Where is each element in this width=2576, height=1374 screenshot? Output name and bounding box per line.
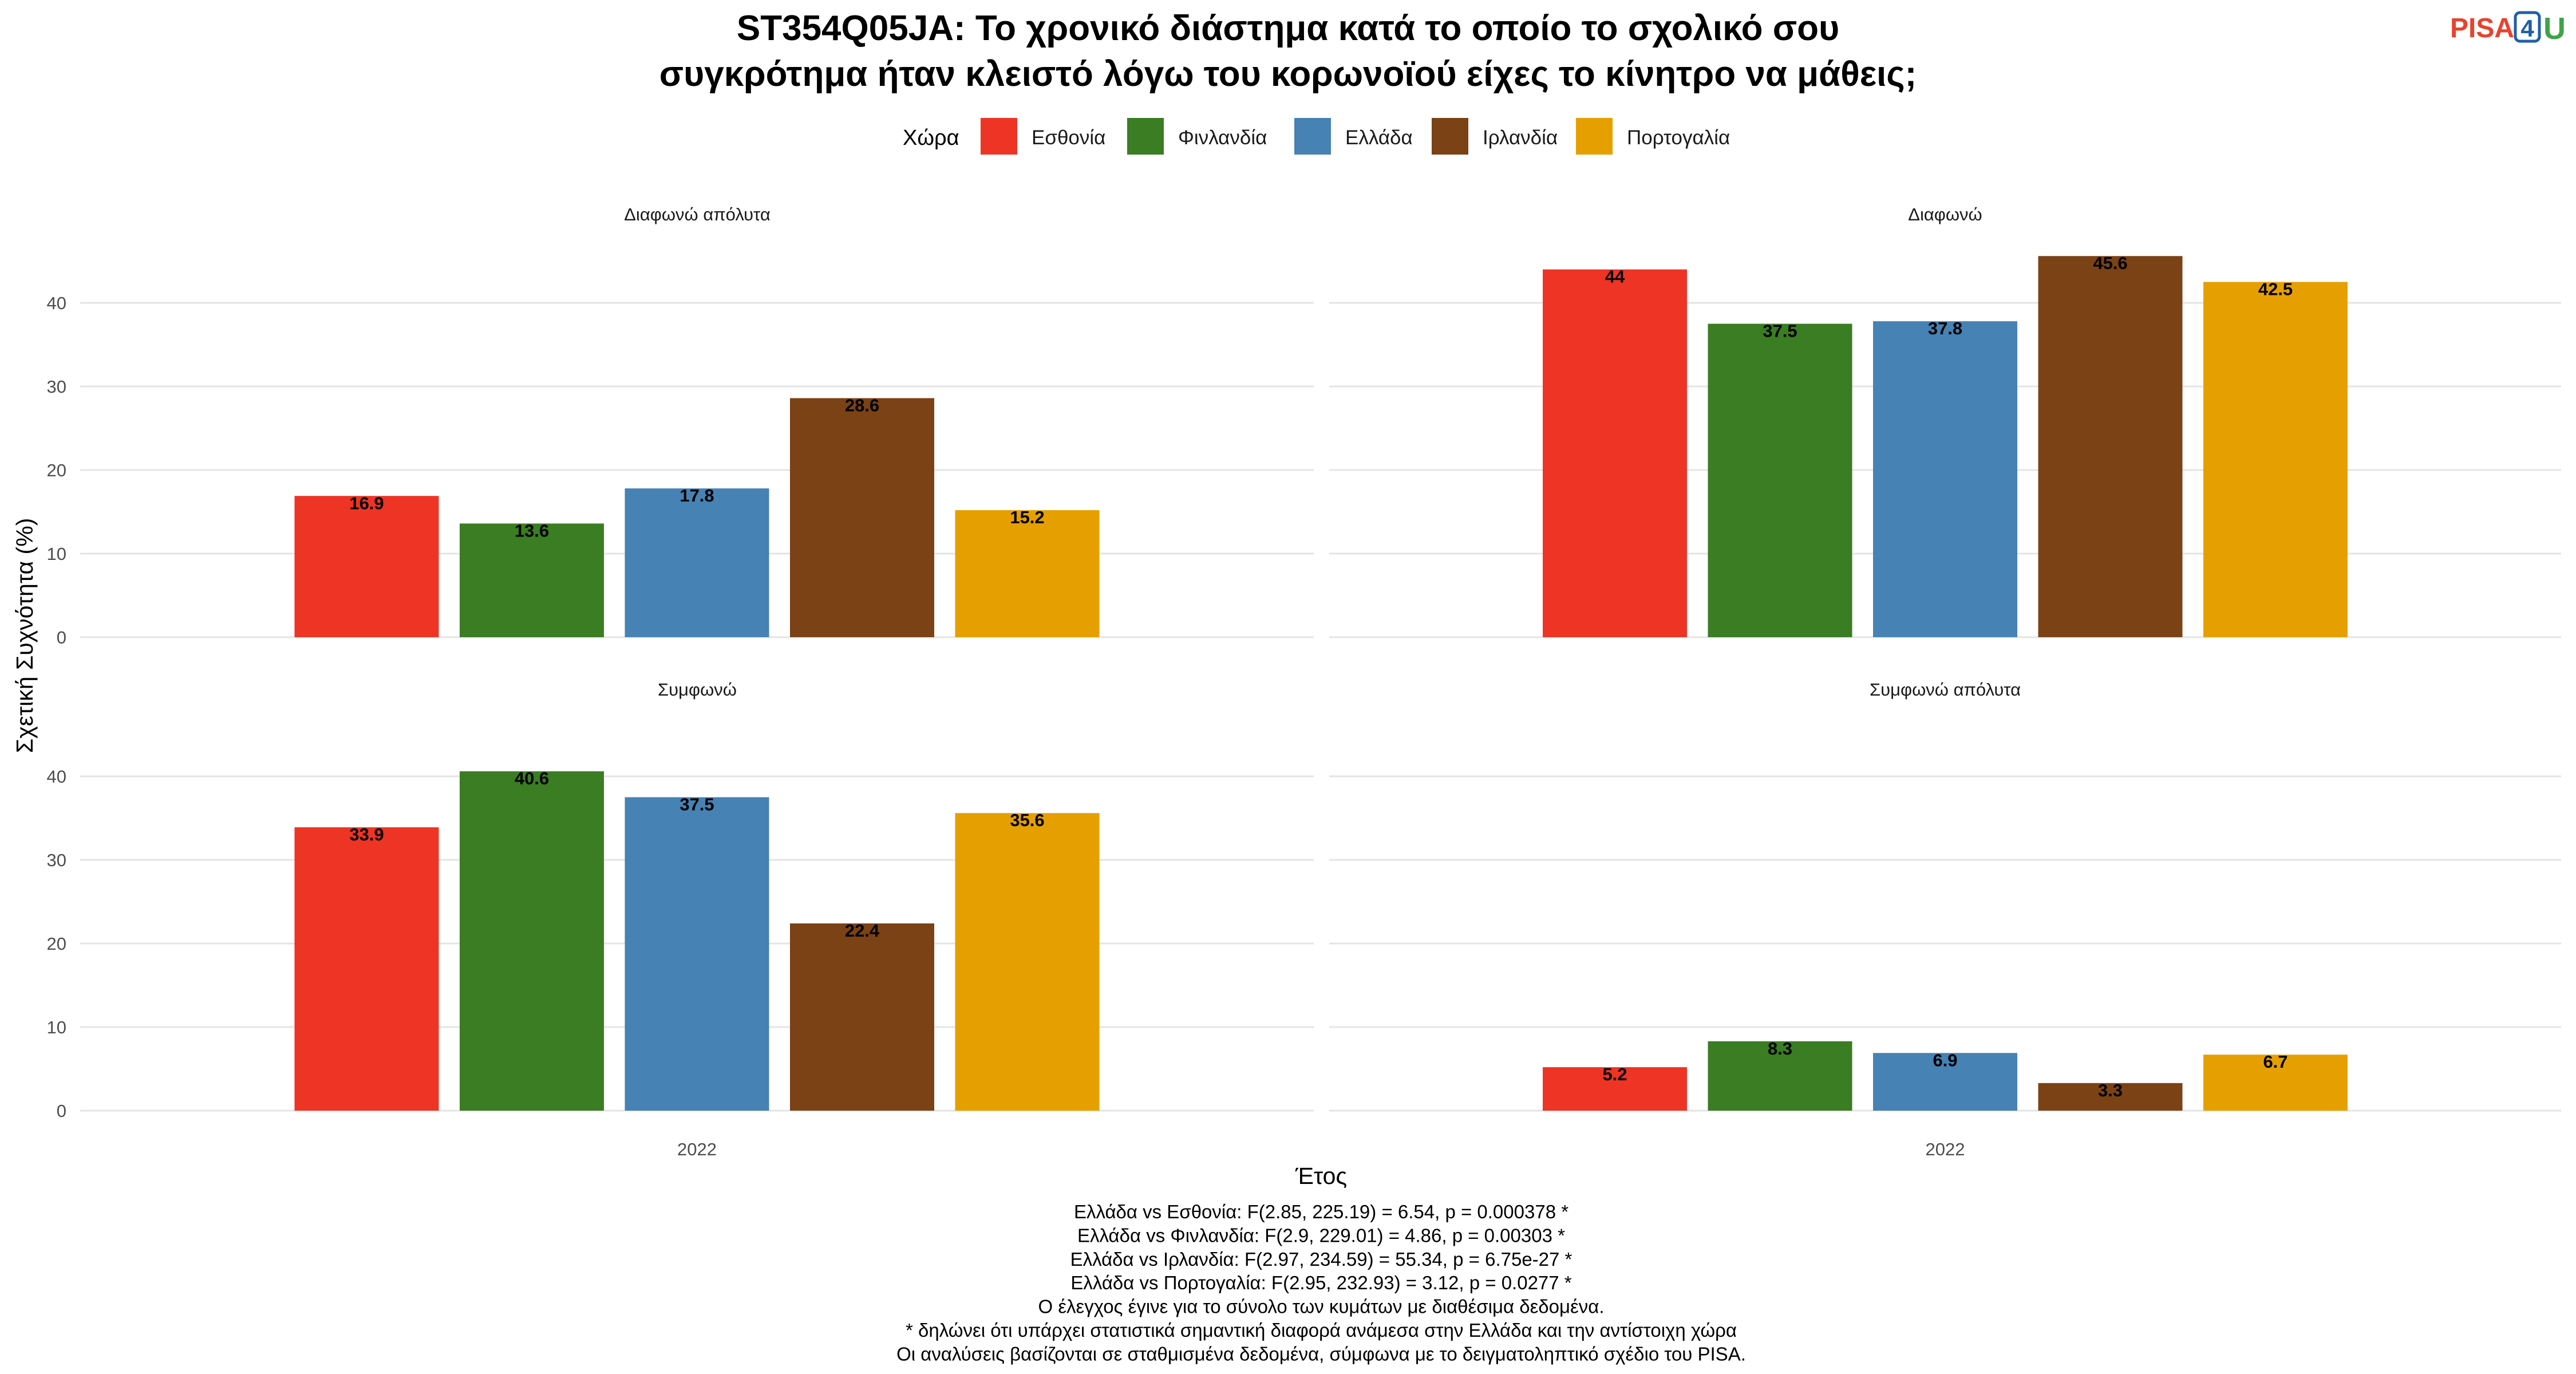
data-label: 37.5: [679, 795, 714, 815]
x-tick-label: 2022: [1926, 1139, 1965, 1159]
logo-text: PISA: [2450, 13, 2514, 44]
footnote-line: Ελλάδα vs Ιρλανδία: F(2.97, 234.59) = 55…: [1070, 1249, 1573, 1270]
legend-label: Εσθονία: [1032, 127, 1105, 149]
footnote-line: Ελλάδα vs Πορτογαλία: F(2.95, 232.93) = …: [1070, 1272, 1571, 1293]
footnote-line: Ελλάδα vs Φινλανδία: F(2.9, 229.01) = 4.…: [1077, 1225, 1565, 1246]
data-label: 6.9: [1933, 1050, 1957, 1070]
y-tick-label: 20: [47, 934, 66, 954]
x-axis-title: Έτος: [1295, 1163, 1347, 1189]
y-axis-title: Σχετική Συχνότητα (%): [11, 518, 38, 753]
facet-panel: Συμφωνώ απόλυτα 5.2 8.3 6.9 3.3 6.7 2022: [1329, 680, 2561, 1159]
data-label: 35.6: [1010, 810, 1044, 830]
data-label: 15.2: [1010, 507, 1044, 527]
bar: [2038, 1083, 2183, 1111]
data-label: 16.9: [349, 493, 384, 513]
facet-panel: Διαφωνώ 44 37.5 37.8 45.6 42.5: [1329, 204, 2561, 638]
bar: [955, 510, 1100, 637]
data-label: 17.8: [679, 485, 714, 506]
bar: [1708, 323, 1852, 637]
chart-title: ST354Q05JA: Το χρονικό διάστημα κατά το …: [659, 9, 1917, 94]
legend-title: Χώρα: [903, 126, 959, 150]
data-label: 8.3: [1768, 1039, 1792, 1059]
y-tick-label: 10: [47, 544, 66, 564]
bar: [1708, 1041, 1852, 1111]
facet-panel: Συμφωνώ 0 10 20 30 40 33.9 40.6 37.5 22.4 35.6 2022: [47, 680, 1314, 1159]
legend-label: Ελλάδα: [1345, 127, 1413, 149]
footnote-line: * δηλώνει ότι υπάρχει στατιστικά σημαντι…: [906, 1320, 1737, 1341]
y-tick-label: 30: [47, 850, 66, 870]
bar: [955, 813, 1100, 1111]
bar: [2038, 256, 2183, 637]
data-label: 3.3: [2098, 1080, 2123, 1100]
bar: [1543, 1067, 1687, 1111]
data-label: 22.4: [845, 921, 880, 941]
footnotes: Ελλάδα vs Εσθονία: F(2.85, 225.19) = 6.5…: [896, 1201, 1746, 1364]
facet-title: Συμφωνώ: [658, 680, 737, 700]
facet-title: Συμφωνώ απόλυτα: [1870, 680, 2021, 700]
data-label: 13.6: [515, 520, 549, 540]
legend-swatch: [1576, 118, 1613, 155]
y-tick-label: 10: [47, 1017, 66, 1037]
legend-swatch: [1294, 118, 1331, 155]
legend-swatch: [981, 118, 1017, 155]
data-label: 28.6: [845, 395, 879, 415]
legend-label: Πορτογαλία: [1627, 127, 1730, 149]
pisa4u-logo: PISA 4 U: [2450, 11, 2566, 46]
bar: [2203, 282, 2348, 637]
facet-title: Διαφωνώ απόλυτα: [624, 204, 771, 224]
logo-box: [2514, 11, 2541, 43]
bar: [2203, 1055, 2348, 1111]
y-tick-label: 40: [47, 767, 66, 787]
legend-swatch: [1127, 118, 1164, 155]
data-label: 42.5: [2258, 279, 2293, 299]
y-tick-label: 0: [57, 627, 66, 647]
bar: [1873, 1053, 2017, 1111]
data-label: 40.6: [515, 768, 549, 788]
y-tick-label: 20: [47, 460, 66, 480]
y-tick-label: 40: [47, 293, 66, 313]
bar: [294, 496, 439, 637]
bar: [790, 923, 934, 1111]
logo-u: U: [2543, 11, 2566, 46]
legend-label: Φινλανδία: [1178, 127, 1267, 149]
footnote-line: Οι αναλύσεις βασίζονται σε σταθμισμένα δ…: [896, 1343, 1746, 1364]
footnote-line: Ελλάδα vs Εσθονία: F(2.85, 225.19) = 6.5…: [1074, 1201, 1568, 1222]
facet-panel: Διαφωνώ απόλυτα 0 10 20 30 40 16.9 13.6 17.8 28.6…: [47, 204, 1314, 647]
bar: [460, 771, 604, 1111]
bar: [625, 797, 769, 1111]
x-tick-label: 2022: [677, 1139, 717, 1159]
data-label: 33.9: [349, 824, 384, 844]
legend-label: Ιρλανδία: [1483, 127, 1558, 149]
axis-titles: Έτος Σχετική Συχνότητα (%): [11, 518, 1347, 1189]
bar: [294, 827, 439, 1111]
facet-panels: Διαφωνώ απόλυτα 0 10 20 30 40 16.9 13.6 17.8 28.6…: [47, 204, 2561, 1159]
title-line: συγκρότημα ήταν κλειστό λόγω του κορωνοϊ…: [659, 54, 1917, 94]
bar: [625, 488, 769, 637]
bar: [1873, 321, 2017, 637]
data-label: 5.2: [1602, 1064, 1627, 1084]
data-label: 37.8: [1928, 318, 1962, 338]
footnote-line: Ο έλεγχος έγινε για το σύνολο των κυμάτω…: [1038, 1296, 1605, 1317]
bar: [460, 523, 604, 637]
data-label: 44: [1605, 267, 1625, 287]
legend-swatch: [1432, 118, 1468, 155]
data-label: 37.5: [1763, 321, 1797, 341]
y-tick-label: 30: [47, 377, 66, 397]
title-line: ST354Q05JA: Το χρονικό διάστημα κατά το …: [737, 9, 1839, 48]
y-tick-label: 0: [57, 1101, 66, 1121]
legend: Χώρα Εσθονία Φινλανδία Ελλάδα Ιρλανδία Πορτογ…: [903, 118, 1730, 155]
bar: [1543, 269, 1687, 638]
data-label: 6.7: [2263, 1052, 2287, 1072]
logo-number: 4: [2520, 15, 2534, 42]
bar: [790, 398, 934, 637]
data-label: 45.6: [2093, 253, 2127, 273]
facet-title: Διαφωνώ: [1908, 204, 1982, 224]
